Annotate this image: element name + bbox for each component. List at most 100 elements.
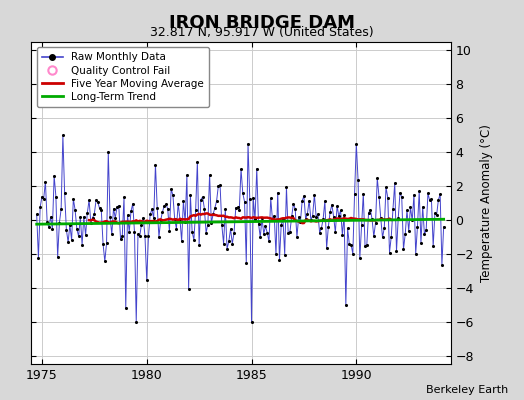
Point [258, 215, 266, 222]
Point [146, 211, 155, 217]
Point [122, 305, 130, 311]
Point [244, 140, 252, 147]
Point [116, 235, 125, 242]
Point [263, 230, 271, 236]
Point [321, 198, 329, 204]
Point [369, 233, 378, 240]
Point [118, 233, 126, 239]
Point [340, 212, 348, 219]
Point [149, 215, 158, 222]
Point [66, 222, 74, 228]
Point [207, 220, 215, 226]
Point [280, 252, 289, 258]
Point [193, 158, 202, 165]
Point [221, 206, 230, 212]
Point [50, 172, 58, 179]
Point [125, 228, 134, 235]
Point [39, 196, 48, 202]
Point [184, 286, 193, 292]
Point [134, 231, 142, 238]
Point [275, 257, 283, 263]
Point [314, 211, 322, 217]
Point [113, 204, 121, 210]
Point [57, 206, 66, 212]
Point [438, 262, 446, 268]
Point [261, 223, 270, 230]
Point [151, 162, 160, 168]
Point [38, 194, 46, 200]
Point [331, 229, 340, 236]
Point [434, 196, 443, 203]
Point [293, 234, 301, 240]
Point [315, 230, 324, 236]
Point [89, 215, 97, 221]
Point [199, 194, 207, 200]
Point [361, 243, 369, 249]
Point [34, 254, 42, 261]
Point [107, 231, 116, 237]
Point [45, 224, 53, 230]
Point [399, 246, 408, 252]
Point [429, 243, 438, 250]
Point [322, 245, 331, 251]
Point [289, 200, 298, 207]
Legend: Raw Monthly Data, Quality Control Fail, Five Year Moving Average, Long-Term Tren: Raw Monthly Data, Quality Control Fail, … [37, 47, 209, 107]
Point [86, 220, 95, 226]
Point [169, 192, 177, 198]
Point [238, 190, 247, 196]
Point [422, 226, 430, 233]
Point [170, 216, 179, 222]
Point [253, 165, 261, 172]
Point [216, 182, 224, 188]
Point [106, 214, 114, 220]
Point [130, 229, 139, 236]
Point [43, 219, 51, 226]
Point [53, 254, 62, 260]
Point [94, 199, 102, 206]
Point [389, 205, 397, 212]
Point [274, 189, 282, 196]
Point [419, 204, 427, 210]
Point [160, 203, 168, 209]
Point [95, 205, 104, 212]
Point [235, 206, 244, 213]
Point [296, 218, 304, 225]
Point [99, 240, 107, 247]
Point [385, 249, 394, 256]
Point [139, 214, 147, 221]
Point [71, 207, 79, 213]
Point [401, 231, 409, 237]
Point [328, 202, 336, 208]
Point [378, 234, 387, 241]
Point [225, 238, 233, 245]
Point [288, 213, 296, 220]
Point [390, 180, 399, 186]
Point [254, 220, 263, 227]
Point [410, 192, 418, 198]
Point [431, 210, 439, 216]
Point [141, 233, 149, 239]
Point [241, 198, 249, 205]
Point [415, 188, 423, 194]
Point [41, 178, 50, 185]
Point [78, 242, 86, 248]
Point [282, 184, 291, 190]
Point [403, 207, 411, 214]
Point [286, 228, 294, 235]
Point [48, 226, 57, 232]
Point [375, 194, 383, 200]
Point [167, 186, 176, 192]
Point [338, 231, 346, 238]
Point [387, 234, 396, 240]
Point [183, 172, 191, 178]
Point [196, 196, 205, 203]
Point [310, 192, 319, 198]
Point [165, 228, 173, 234]
Point [291, 206, 299, 212]
Point [363, 242, 371, 248]
Point [356, 255, 364, 262]
Point [214, 183, 223, 189]
Point [223, 246, 231, 252]
Point [333, 203, 341, 209]
Point [181, 219, 189, 226]
